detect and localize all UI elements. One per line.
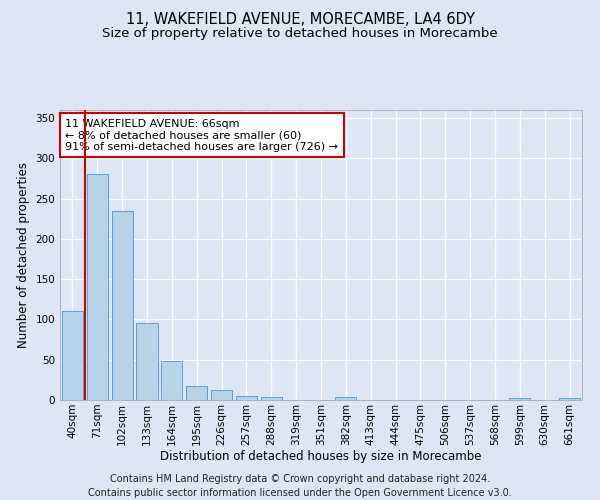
Bar: [335, 397, 356, 400]
Bar: [112, 210, 133, 400]
Text: Contains HM Land Registry data © Crown copyright and database right 2024.
Contai: Contains HM Land Registry data © Crown c…: [88, 474, 512, 498]
Bar: [87, 174, 108, 400]
Bar: [261, 397, 282, 400]
Text: Size of property relative to detached houses in Morecambe: Size of property relative to detached ho…: [102, 28, 498, 40]
X-axis label: Distribution of detached houses by size in Morecambe: Distribution of detached houses by size …: [160, 450, 482, 464]
Y-axis label: Number of detached properties: Number of detached properties: [17, 162, 30, 348]
Bar: [509, 398, 530, 400]
Bar: [186, 386, 207, 400]
Bar: [211, 390, 232, 400]
Bar: [236, 396, 257, 400]
Text: 11 WAKEFIELD AVENUE: 66sqm
← 8% of detached houses are smaller (60)
91% of semi-: 11 WAKEFIELD AVENUE: 66sqm ← 8% of detac…: [65, 118, 338, 152]
Text: 11, WAKEFIELD AVENUE, MORECAMBE, LA4 6DY: 11, WAKEFIELD AVENUE, MORECAMBE, LA4 6DY: [125, 12, 475, 28]
Bar: [161, 360, 182, 400]
Bar: [62, 312, 83, 400]
Bar: [136, 324, 158, 400]
Bar: [559, 398, 580, 400]
